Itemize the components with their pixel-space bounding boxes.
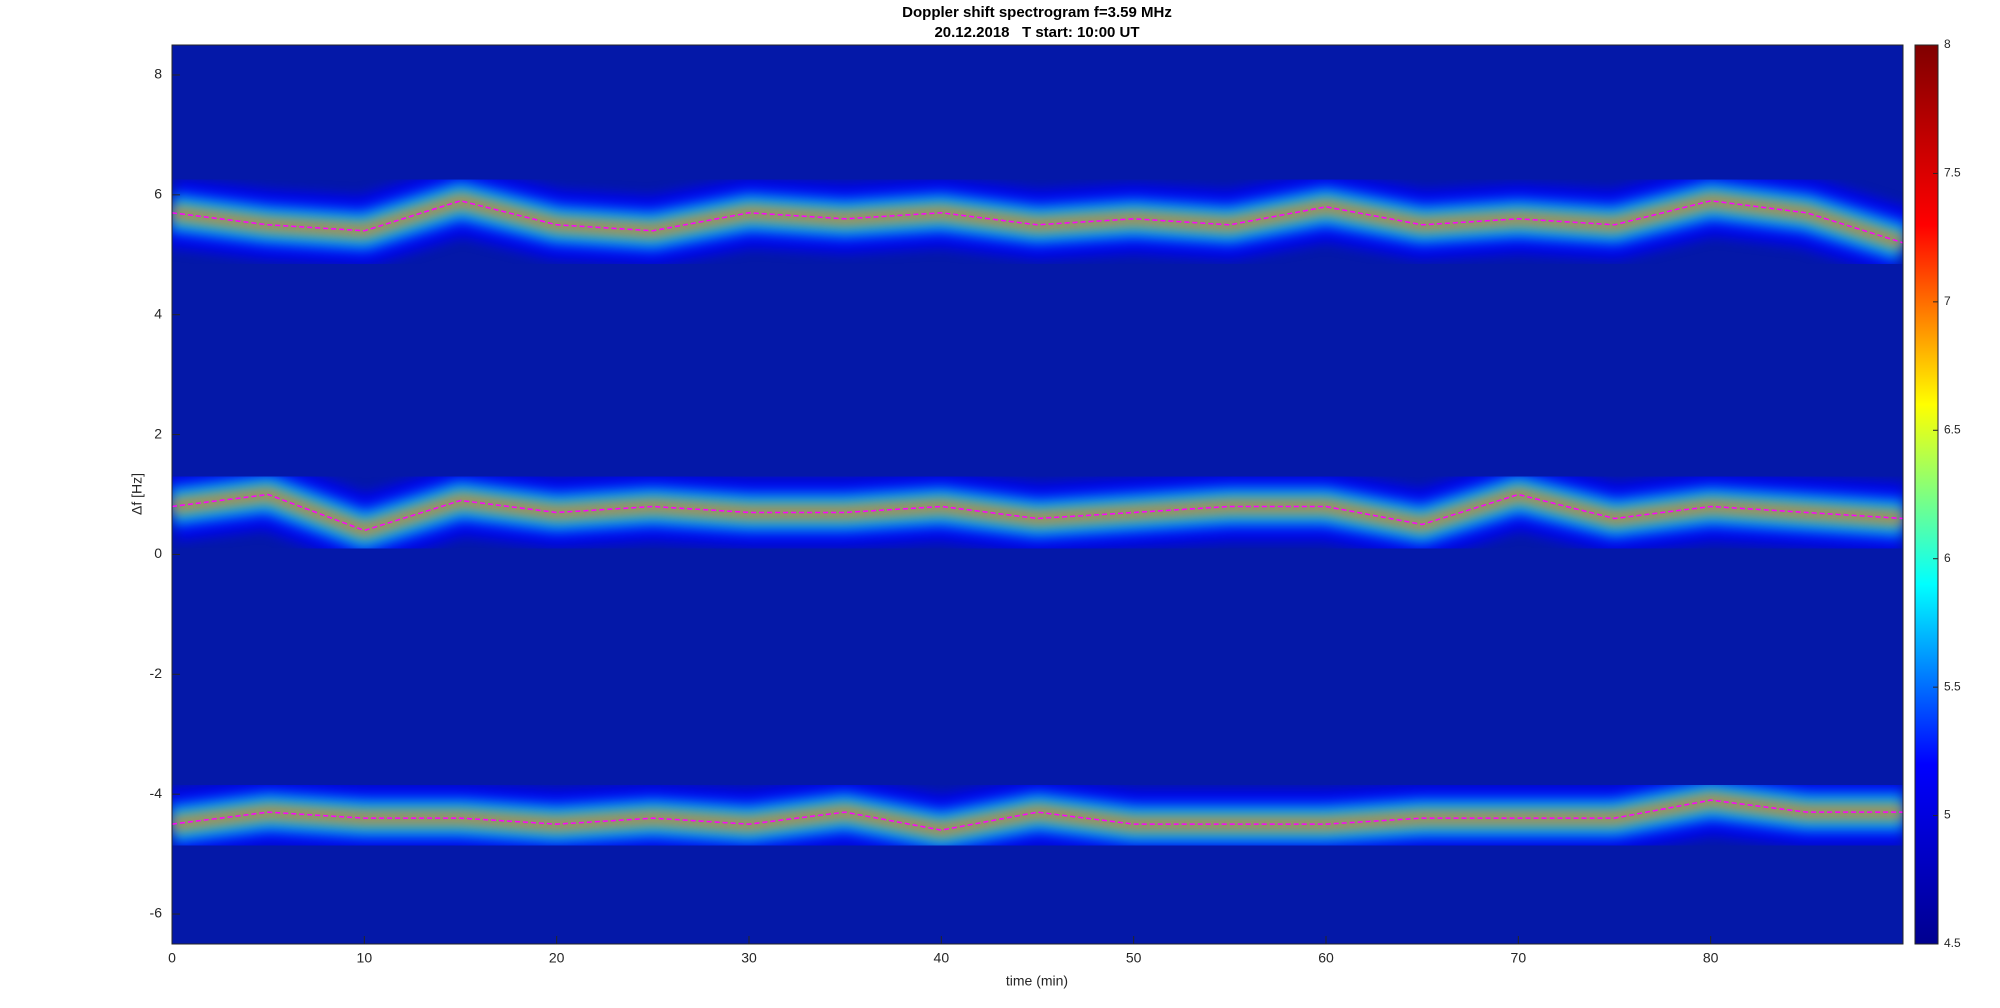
x-tick-label: 80 bbox=[1703, 950, 1719, 966]
x-axis-label: time (min) bbox=[1006, 973, 1068, 989]
colorbar bbox=[1914, 44, 1939, 945]
y-axis-label: Δf [Hz] bbox=[129, 473, 145, 515]
x-tick-label: 60 bbox=[1318, 950, 1334, 966]
colorbar-tick-label: 4.5 bbox=[1944, 936, 1961, 950]
x-tick-label: 10 bbox=[357, 950, 373, 966]
x-tick-label: 30 bbox=[741, 950, 757, 966]
colorbar-tick-label: 8 bbox=[1944, 37, 1951, 51]
colorbar-tick-label: 6.5 bbox=[1944, 422, 1961, 436]
x-tick-label: 0 bbox=[168, 950, 176, 966]
x-tick-label: 40 bbox=[934, 950, 950, 966]
traces bbox=[172, 165, 1903, 866]
chart-title: Doppler shift spectrogram f=3.59 MHz bbox=[902, 4, 1172, 21]
colorbar-tick-label: 6 bbox=[1944, 551, 1951, 565]
x-tick-label: 50 bbox=[1126, 950, 1142, 966]
y-tick-label: -2 bbox=[150, 665, 163, 681]
doppler-trace bbox=[172, 493, 1903, 532]
y-tick-label: -4 bbox=[150, 785, 163, 801]
colorbar-tick-label: 5 bbox=[1944, 808, 1951, 822]
chart-subtitle: 20.12.2018 T start: 10:00 UT bbox=[934, 24, 1139, 41]
x-tick-label: 70 bbox=[1511, 950, 1527, 966]
y-tick-label: 8 bbox=[154, 66, 162, 82]
x-tick-label: 20 bbox=[549, 950, 565, 966]
y-tick-label: 2 bbox=[154, 425, 162, 441]
y-tick-label: 6 bbox=[154, 186, 162, 202]
y-tick-label: 4 bbox=[154, 305, 162, 321]
plot-frame bbox=[171, 44, 1904, 945]
doppler-trace bbox=[172, 799, 1903, 831]
y-tick-label: 0 bbox=[154, 545, 162, 561]
y-tick-label: -6 bbox=[150, 905, 163, 921]
colorbar-tick-label: 5.5 bbox=[1944, 679, 1961, 693]
doppler-trace bbox=[172, 200, 1903, 244]
colorbar-tick-label: 7.5 bbox=[1944, 166, 1961, 180]
colorbar-tick-label: 7 bbox=[1944, 294, 1951, 308]
